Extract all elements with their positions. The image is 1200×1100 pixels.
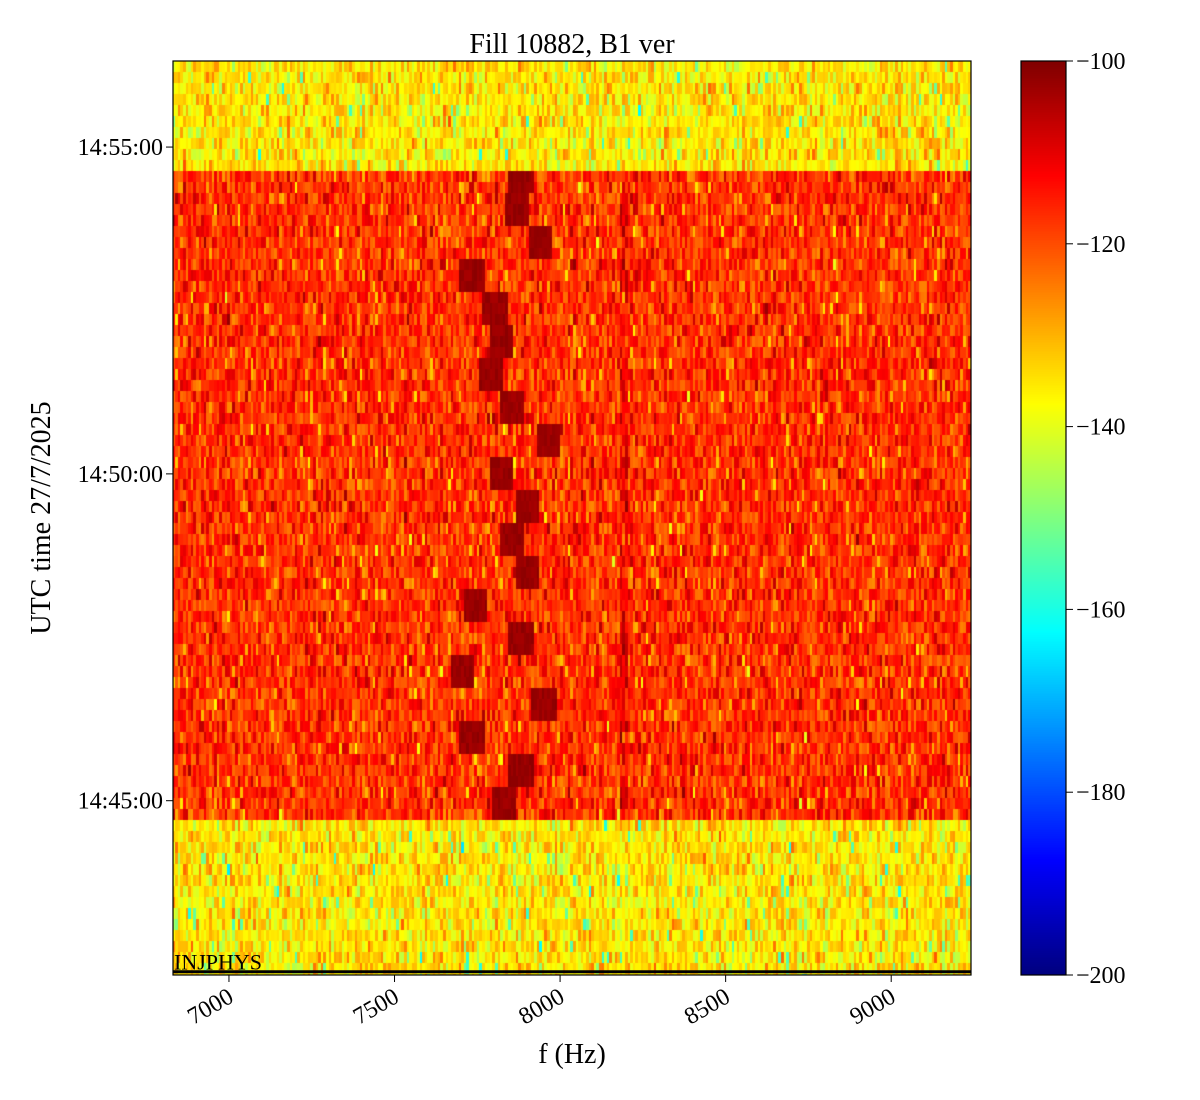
colorbar-tick-label: −160 (1076, 597, 1126, 623)
colorbar-tick-label: −120 (1076, 232, 1126, 258)
y-tick-label: 14:45:00 (78, 789, 163, 815)
colorbar-tick-label: −200 (1076, 963, 1126, 989)
chart-title: Fill 10882, B1 ver (469, 29, 675, 60)
y-axis-label: UTC time 27/7/2025 (26, 401, 57, 634)
colorbar-frame (1020, 60, 1067, 976)
x-tick-label: 8500 (680, 984, 735, 1031)
x-tick-label: 7500 (349, 984, 404, 1031)
colorbar-tick-label: −100 (1076, 49, 1126, 75)
colorbar-tick-label: −140 (1076, 415, 1126, 441)
colorbar-tick-label: −180 (1076, 780, 1126, 806)
injphys-annotation: INJPHYS (174, 950, 262, 975)
spectrogram-heatmap (173, 61, 971, 975)
plot-frame (172, 60, 972, 976)
x-axis-label: f (Hz) (538, 1039, 606, 1070)
y-tick-label: 14:50:00 (78, 462, 163, 488)
x-tick-label: 9000 (846, 984, 901, 1031)
x-tick-label: 7000 (183, 984, 238, 1031)
colorbar-gradient (1021, 61, 1066, 975)
x-tick-label: 8000 (515, 984, 570, 1031)
y-tick-label: 14:55:00 (78, 135, 163, 161)
